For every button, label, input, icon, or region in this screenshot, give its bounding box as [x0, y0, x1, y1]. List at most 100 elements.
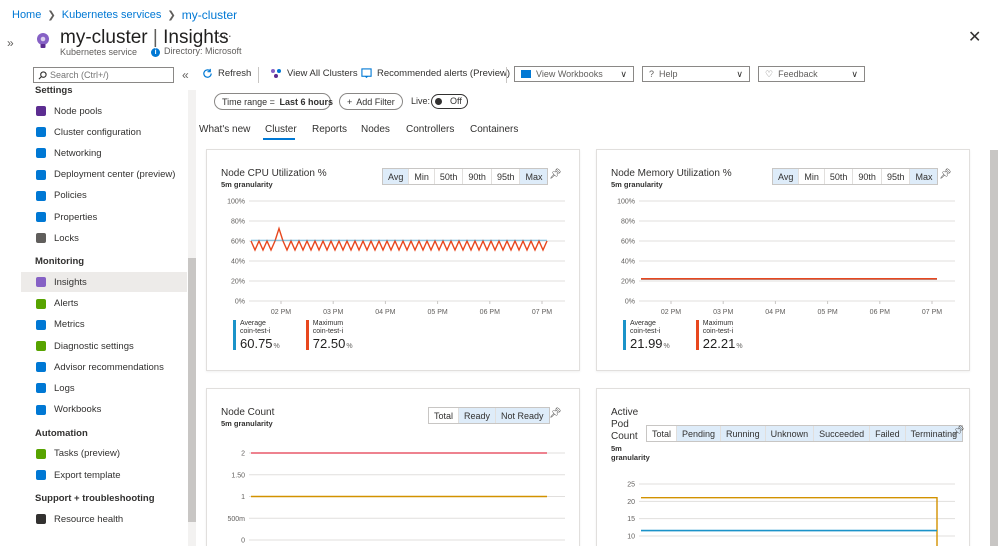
agg-95th-button[interactable]: 95th — [492, 169, 521, 184]
sidebar-item-advisor-recommendations[interactable]: Advisor recommendations — [21, 357, 187, 377]
sidebar-item-tasks-preview[interactable]: Tasks (preview) — [21, 444, 187, 464]
live-state: Off — [450, 96, 462, 106]
agg-min-button[interactable]: Min — [409, 169, 435, 184]
y-tick-label: 2 — [241, 451, 245, 458]
agg-avg-button[interactable]: Avg — [773, 169, 800, 184]
live-toggle[interactable]: Off — [431, 94, 468, 109]
metric-node: coin-test-i — [702, 328, 734, 335]
sidebar-item-cluster-configuration[interactable]: Cluster configuration — [21, 122, 187, 142]
add-filter-label: Add Filter — [356, 96, 395, 107]
sidebar-search[interactable] — [33, 67, 174, 83]
pin-icon[interactable]: 📌︎ — [549, 169, 562, 180]
y-tick-label: 60% — [621, 239, 635, 246]
sidebar-item-label: Export template — [54, 469, 121, 481]
metric-average: Average coin-test-i 21.99% — [623, 320, 670, 351]
sidebar-item-policies[interactable]: Policies — [21, 186, 187, 206]
resource-name: my-cluster — [60, 27, 148, 48]
agg-max-button[interactable]: Max — [910, 169, 938, 184]
sidebar-scrollbar-thumb[interactable] — [188, 258, 196, 522]
time-range-pill[interactable]: Time range = Last 6 hours — [214, 93, 333, 110]
breadcrumb-kubernetes-services[interactable]: Kubernetes services — [61, 9, 162, 21]
metric-maximum: Maximum coin-test-i 22.21% — [695, 320, 743, 351]
agg-90th-button[interactable]: 90th — [853, 169, 882, 184]
metric-unit: % — [736, 343, 743, 350]
metric-label: Average — [630, 320, 656, 327]
agg-total-button[interactable]: Total — [429, 408, 460, 423]
sidebar-item-networking[interactable]: Networking — [21, 143, 187, 163]
breadcrumb-current[interactable]: my-cluster — [181, 8, 238, 22]
recommended-alerts-button[interactable]: Recommended alerts (Preview) — [361, 68, 510, 79]
tab-whats-new[interactable]: What's new — [199, 124, 251, 135]
sidebar-search-input[interactable] — [50, 70, 168, 80]
pin-icon[interactable]: 📌︎ — [952, 426, 965, 437]
sidebar-item-workbooks[interactable]: Workbooks — [21, 400, 187, 420]
agg-95th-button[interactable]: 95th — [882, 169, 911, 184]
feedback-dropdown[interactable]: ♡ Feedback ∨ — [758, 66, 865, 82]
section-heading-monitoring: Monitoring — [35, 256, 85, 268]
more-icon[interactable]: ··· — [217, 28, 233, 43]
sidebar-item-insights[interactable]: Insights — [21, 272, 187, 293]
view-workbooks-dropdown[interactable]: View Workbooks ∨ — [514, 66, 634, 82]
agg-running-button[interactable]: Running — [721, 426, 766, 441]
tab-cluster[interactable]: Cluster — [265, 124, 297, 135]
agg-pending-button[interactable]: Pending — [677, 426, 722, 441]
tab-controllers[interactable]: Controllers — [406, 124, 455, 135]
main-scrollbar-thumb[interactable] — [990, 150, 998, 546]
sidebar-item-deployment-center-preview[interactable]: Deployment center (preview) — [21, 165, 187, 185]
toolbar-divider — [506, 67, 507, 83]
aggregation-selector: Total Ready Not Ready — [428, 407, 550, 424]
y-tick-label: 40% — [231, 259, 245, 266]
x-tick-label: 05 PM — [817, 309, 837, 316]
metrics-icon — [36, 319, 46, 330]
agg-min-button[interactable]: Min — [799, 169, 825, 184]
agg-unknown-button[interactable]: Unknown — [765, 426, 815, 441]
agg-succeeded-button[interactable]: Succeeded — [814, 426, 871, 441]
sidebar-item-metrics[interactable]: Metrics — [21, 315, 187, 335]
advisor-icon — [36, 362, 46, 373]
agg-avg-button[interactable]: Avg — [383, 169, 410, 184]
pin-icon[interactable]: 📌︎ — [549, 408, 562, 419]
sidebar-item-label: Networking — [54, 147, 102, 159]
sidebar-item-resource-health[interactable]: Resource health — [21, 509, 187, 529]
metric-body: Maximum coin-test-i 22.21% — [703, 320, 743, 351]
chevron-down-icon: ∨ — [620, 68, 627, 79]
pin-icon[interactable]: 📌︎ — [939, 169, 952, 180]
agg-total-button[interactable]: Total — [647, 426, 678, 441]
agg-50th-button[interactable]: 50th — [825, 169, 854, 184]
agg-50th-button[interactable]: 50th — [435, 169, 464, 184]
sidebar-item-alerts[interactable]: Alerts — [21, 294, 187, 314]
breadcrumb-home[interactable]: Home — [12, 9, 42, 21]
collapse-sidebar-icon[interactable]: « — [182, 68, 189, 82]
sidebar-item-label: Diagnostic settings — [54, 340, 134, 352]
sidebar-item-diagnostic-settings[interactable]: Diagnostic settings — [21, 336, 187, 356]
sidebar-item-label: Tasks (preview) — [54, 448, 120, 460]
agg-terminating-button[interactable]: Terminating — [905, 426, 963, 441]
sidebar-item-locks[interactable]: Locks — [21, 228, 187, 248]
add-filter-button[interactable]: + Add Filter — [339, 93, 403, 110]
sidebar-item-logs[interactable]: Logs — [21, 378, 187, 398]
cpu-utilization-card: Node CPU Utilization % 5m granularity Av… — [206, 149, 580, 371]
tab-nodes[interactable]: Nodes — [361, 124, 390, 135]
refresh-button[interactable]: Refresh — [202, 68, 251, 79]
metric-node: coin-test-i — [240, 328, 271, 335]
sidebar-item-node-pools[interactable]: Node pools — [21, 101, 187, 121]
agg-max-button[interactable]: Max — [520, 169, 548, 184]
add-filter-icon: + — [347, 96, 353, 107]
agg-90th-button[interactable]: 90th — [463, 169, 492, 184]
sidebar-item-export-template[interactable]: Export template — [21, 465, 187, 485]
tab-reports[interactable]: Reports — [312, 124, 348, 135]
y-tick-label: 100% — [617, 199, 635, 206]
x-tick-label: 06 PM — [480, 309, 500, 316]
help-dropdown[interactable]: ? Help ∨ — [642, 66, 750, 82]
view-all-clusters-button[interactable]: View All Clusters — [270, 68, 358, 79]
agg-ready-button[interactable]: Ready — [459, 408, 497, 423]
expand-nav-icon[interactable]: » — [7, 36, 14, 50]
agg-failed-button[interactable]: Failed — [870, 426, 906, 441]
tab-containers[interactable]: Containers — [470, 124, 519, 135]
section-heading-support-troubleshooting: Support + troubleshooting — [35, 493, 155, 505]
live-label: Live: — [411, 96, 431, 106]
sidebar-item-properties[interactable]: Properties — [21, 207, 187, 227]
close-icon[interactable]: ✕ — [968, 29, 982, 46]
memory-chart: 0% 20% 40% 60% 80% 100% 02 PM 03 PM 04 PM 05 PM 06… — [617, 199, 955, 316]
agg-not-ready-button[interactable]: Not Ready — [496, 408, 549, 423]
